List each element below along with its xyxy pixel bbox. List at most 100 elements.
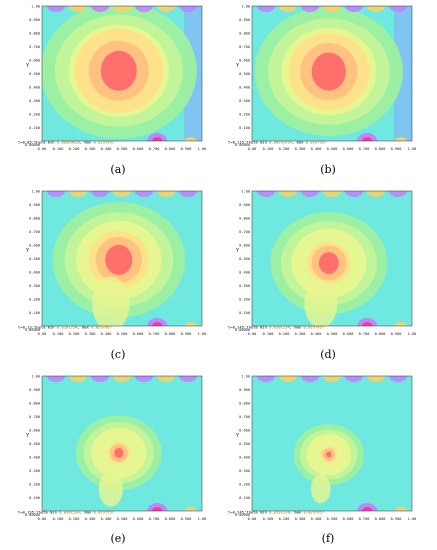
panel-c: Y 1.00 0.900 0.800 0.700 0.600 0.500 0.400 0.300… [18,189,218,364]
y-tick-label: 1.00 [241,190,250,194]
x-tick-label: 0.800 [375,147,386,151]
x-tick-label: 0.100 [53,147,64,151]
y-tick-label: 0.500 [239,257,250,261]
boundary-spot [301,191,319,197]
y-tick-label: 0.500 [29,257,40,261]
boundary-spot [184,137,197,141]
y-tick-label: 0.100 [29,311,40,315]
x-tick-label: 0.900 [391,517,402,521]
boundary-spot [345,191,363,197]
x-origin-label: 0.00000 [235,328,250,332]
y-tick-label: 0.400 [29,456,40,460]
y-tick-label: 0.800 [239,32,250,36]
y-tick-label: 0.600 [29,59,40,63]
y-tick-label: 0.900 [239,18,250,22]
y-tick-label: 0.300 [29,469,40,473]
x-tick-label: 0.200 [279,517,290,521]
plume [304,280,338,326]
y-tick-label: 0.600 [239,59,250,63]
contour-band [105,244,133,275]
boundary-spot [157,6,175,12]
y-tick-label: 0.300 [239,99,250,103]
boundary-spot [257,6,275,12]
plot-frame [251,375,413,512]
x-tick-label: 0.600 [133,517,144,521]
x-tick-label: 0.200 [69,517,80,521]
x-tick-label: 0.600 [343,332,354,336]
boundary-spot [362,137,373,141]
boundary-spot [135,191,153,197]
x-tick-label: 0.400 [311,147,322,151]
x-tick-label: 0.800 [165,332,176,336]
boundary-spot [367,376,385,382]
x-tick-label: 0.300 [85,147,96,151]
x-tick-label: 0.500 [327,332,338,336]
boundary-spot [323,191,341,197]
x-tick-label: 0.300 [295,332,306,336]
y-tick-label: 0.400 [29,271,40,275]
caption-f: (f) [321,532,335,545]
info-line: t=0.195:theta min 0.0101234, max 0.02979… [18,510,114,515]
boundary-spot [394,137,407,141]
x-tick-label: 0.500 [117,332,128,336]
x-tick-label: 0.00 [38,147,47,151]
y-tick-label: 0.600 [239,429,250,433]
plume [98,471,123,507]
boundary-spot [47,191,65,197]
boundary-spot [47,6,65,12]
plot-frame [41,375,203,512]
boundary-spot [135,6,153,12]
x-tick-label: 0.900 [181,332,192,336]
y-tick-label: 0.800 [29,32,40,36]
y-tick-label: 0.200 [29,483,40,487]
plume [310,474,331,504]
y-tick-label: 0.400 [239,271,250,275]
x-tick-label: 1.00 [408,517,417,521]
x-tick-label: 0.200 [69,332,80,336]
boundary-spot [179,6,197,12]
x-tick-label: 1.00 [198,147,207,151]
x-tick-label: 0.300 [85,517,96,521]
caption-e: (e) [110,532,126,545]
plot-frame [41,5,203,142]
boundary-spot [91,376,109,382]
contour-band [326,451,332,458]
x-tick-label: 0.800 [165,147,176,151]
x-tick-label: 0.600 [133,332,144,336]
y-axis-label: Y [25,63,30,69]
y-tick-label: 0.400 [29,86,40,90]
x-tick-label: 0.400 [101,147,112,151]
y-axis-label: Y [235,248,240,254]
plot-area [42,376,202,511]
x-tick-label: 0.400 [101,517,112,521]
contour-band [100,50,137,91]
x-tick-label: 0.200 [69,147,80,151]
boundary-spot [179,191,197,197]
x-tick-label: 0.800 [165,517,176,521]
panel-d: Y 1.00 0.900 0.800 0.700 0.600 0.500 0.400 0.300… [228,189,428,364]
y-tick-label: 0.900 [29,18,40,22]
plot-area [252,6,412,141]
y-tick-label: 0.200 [239,483,250,487]
y-tick-label: 0.700 [29,230,40,234]
plot-frame [251,5,413,142]
x-tick-label: 0.900 [181,147,192,151]
x-origin-label: 0.00000 [25,328,40,332]
y-tick-label: 0.300 [29,99,40,103]
x-tick-label: 0.400 [311,332,322,336]
x-tick-label: 0.900 [181,517,192,521]
cold-edge [394,6,412,141]
info-line: t=0.13:theta min 0.0101234, max 0.029795… [18,325,112,330]
panel-f: Y 1.00 0.900 0.800 0.700 0.600 0.500 0.400 0.300… [228,374,428,549]
boundary-spot [345,376,363,382]
plot-area [252,376,412,511]
boundary-spot [91,191,109,197]
contour-plot: Y 1.00 0.900 0.800 0.700 0.600 0.500 0.400 0.300… [18,375,206,522]
info-line: t=0.115:theta min 0.00952924, max 0.0297… [228,140,326,145]
x-tick-label: 0.400 [101,332,112,336]
y-tick-label: 0.800 [29,217,40,221]
x-tick-label: 0.100 [53,332,64,336]
y-tick-label: 0.200 [29,298,40,302]
contour-band [114,447,124,458]
y-tick-label: 0.200 [29,113,40,117]
